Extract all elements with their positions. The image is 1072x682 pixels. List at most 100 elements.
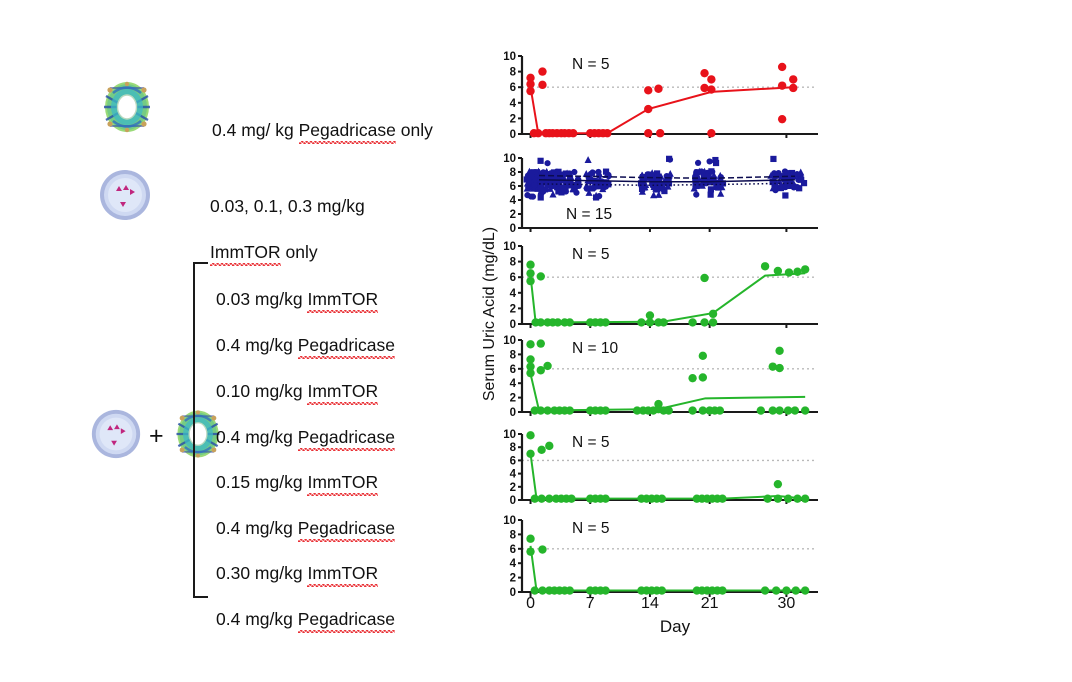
combo-label-1-line2: 0.4 mg/kg Pegadricase xyxy=(216,426,396,451)
svg-text:6: 6 xyxy=(510,364,516,376)
panel-immtor-only: 0 2 4 6 8 10 N = 15 xyxy=(500,152,820,236)
panel-n-label: N = 5 xyxy=(572,246,610,263)
panel-n-label: N = 5 xyxy=(572,434,610,451)
legend-row-pegadricase-only: 0.4 mg/ kg Pegadricase only xyxy=(96,76,433,144)
panel-immtor-030: 0 2 4 6 8 10 N = 5 xyxy=(500,514,820,600)
legend-immtor-line2: ImmTOR only xyxy=(210,241,365,266)
svg-text:4: 4 xyxy=(510,288,517,300)
svg-text:4: 4 xyxy=(510,558,517,570)
legend-text-suffix: only xyxy=(395,120,433,140)
x-tick-14: 14 xyxy=(641,595,659,612)
combo-0-peg: Pegadricase xyxy=(297,335,396,359)
combo-3-dose: 0.30 mg/kg xyxy=(216,563,308,583)
legend-text-misspelled: Pegadricase xyxy=(298,120,397,144)
x-axis-tick-labels: 0 7 14 21 30 xyxy=(500,595,820,617)
combo-label-3-line1: 0.30 mg/kg ImmTOR xyxy=(216,562,395,587)
legend-immtor-line1: 0.03, 0.1, 0.3 mg/kg xyxy=(210,196,365,216)
svg-text:0: 0 xyxy=(510,129,516,141)
legend-immtor-suffix: only xyxy=(280,242,318,262)
combo-2-dose: 0.15 mg/kg xyxy=(216,472,308,492)
combo-label-3-line2: 0.4 mg/kg Pegadricase xyxy=(216,608,396,633)
svg-text:2: 2 xyxy=(510,113,516,125)
immtor-nanoparticle-icon xyxy=(88,406,144,467)
svg-text:10: 10 xyxy=(503,429,516,441)
legend-text-prefix: 0.4 mg/ kg xyxy=(212,120,299,140)
svg-text:10: 10 xyxy=(503,515,516,527)
svg-text:4: 4 xyxy=(510,378,517,390)
panel-pegadricase-only: 0 2 4 6 8 10 N = 5 xyxy=(500,50,820,142)
panel-immtor-003: 0 2 4 6 8 10 N = 5 xyxy=(500,240,820,332)
combo-2-immtor: ImmTOR xyxy=(307,472,379,496)
svg-text:6: 6 xyxy=(510,544,516,556)
x-tick-21: 21 xyxy=(700,595,719,612)
svg-text:10: 10 xyxy=(503,51,516,63)
svg-text:0: 0 xyxy=(510,407,516,419)
legend-label-pegadricase-only: 0.4 mg/ kg Pegadricase only xyxy=(212,96,433,144)
svg-text:8: 8 xyxy=(510,67,517,79)
combo-label-3: 0.30 mg/kg ImmTOR 0.4 mg/kg Pegadricase xyxy=(216,539,396,654)
svg-text:4: 4 xyxy=(510,469,517,481)
svg-text:6: 6 xyxy=(510,455,516,467)
combo-label-1-line1: 0.10 mg/kg ImmTOR xyxy=(216,380,395,405)
panel-n-label: N = 5 xyxy=(572,56,610,73)
svg-text:8: 8 xyxy=(510,257,517,269)
svg-text:6: 6 xyxy=(510,272,516,284)
svg-text:2: 2 xyxy=(510,393,516,405)
x-tick-7: 7 xyxy=(585,595,595,612)
combo-1-peg-dose: 0.4 mg/kg xyxy=(216,427,298,447)
svg-text:10: 10 xyxy=(503,241,516,253)
combo-label-1: 0.10 mg/kg ImmTOR 0.4 mg/kg Pegadricase xyxy=(216,357,396,472)
svg-text:8: 8 xyxy=(510,442,517,454)
svg-text:0: 0 xyxy=(510,319,516,331)
combo-0-dose: 0.03 mg/kg xyxy=(216,289,308,309)
svg-text:2: 2 xyxy=(510,209,516,221)
svg-text:6: 6 xyxy=(510,181,516,193)
combo-2-peg: Pegadricase xyxy=(297,518,396,542)
combo-group-bracket xyxy=(193,262,208,598)
plus-icon: + xyxy=(149,422,164,450)
svg-text:4: 4 xyxy=(510,195,517,207)
combo-label-2-line2: 0.4 mg/kg Pegadricase xyxy=(216,517,396,542)
panel-n-label: N = 10 xyxy=(572,340,619,357)
svg-text:2: 2 xyxy=(510,482,516,494)
combo-0-peg-dose: 0.4 mg/kg xyxy=(216,335,298,355)
combo-3-peg-dose: 0.4 mg/kg xyxy=(216,609,298,629)
combo-1-immtor: ImmTOR xyxy=(307,381,379,405)
svg-text:0: 0 xyxy=(510,587,516,599)
x-tick-0: 0 xyxy=(526,595,535,612)
svg-text:2: 2 xyxy=(510,573,516,585)
svg-text:6: 6 xyxy=(510,82,516,94)
svg-text:0: 0 xyxy=(510,495,516,507)
panel-immtor-015: 0 2 4 6 8 10 N = 5 xyxy=(500,428,820,508)
legend-immtor-misspelled: ImmTOR xyxy=(210,242,281,266)
svg-text:8: 8 xyxy=(510,349,517,361)
panel-immtor-010: 0 2 4 6 8 10 N = 10 xyxy=(500,334,820,420)
legend-row-immtor-only: 0.03, 0.1, 0.3 mg/kg ImmTOR only xyxy=(96,166,365,287)
svg-text:10: 10 xyxy=(503,335,516,347)
chart-panel: Serum Uric Acid (mg/dL) Day 0 2 4 6 8 10 N = 5… xyxy=(440,0,1072,682)
svg-text:0: 0 xyxy=(510,223,516,235)
combo-label-0-line2: 0.4 mg/kg Pegadricase xyxy=(216,334,396,359)
panel-n-label: N = 5 xyxy=(572,520,610,537)
immtor-nanoparticle-icon xyxy=(96,166,154,229)
combo-2-peg-dose: 0.4 mg/kg xyxy=(216,518,298,538)
combo-1-peg: Pegadricase xyxy=(297,427,396,451)
svg-text:8: 8 xyxy=(510,167,517,179)
x-tick-30: 30 xyxy=(777,595,796,612)
combo-1-dose: 0.10 mg/kg xyxy=(216,381,308,401)
svg-text:10: 10 xyxy=(503,153,516,165)
combo-0-immtor: ImmTOR xyxy=(307,289,379,313)
legend-label-immtor-only: 0.03, 0.1, 0.3 mg/kg ImmTOR only xyxy=(210,172,365,287)
combo-label-2-line1: 0.15 mg/kg ImmTOR xyxy=(216,471,395,496)
combo-3-immtor: ImmTOR xyxy=(307,563,379,587)
combo-3-peg: Pegadricase xyxy=(297,609,396,633)
y-axis-title: Serum Uric Acid (mg/dL) xyxy=(481,226,498,402)
combo-label-0: 0.03 mg/kg ImmTOR 0.4 mg/kg Pegadricase xyxy=(216,265,396,380)
legend-panel: 0.4 mg/ kg Pegadricase only xyxy=(0,0,470,682)
svg-text:4: 4 xyxy=(510,98,517,110)
svg-text:8: 8 xyxy=(510,529,517,541)
combo-label-0-line1: 0.03 mg/kg ImmTOR xyxy=(216,288,395,313)
panel-n-label: N = 15 xyxy=(566,206,613,223)
x-axis-title: Day xyxy=(659,617,691,636)
